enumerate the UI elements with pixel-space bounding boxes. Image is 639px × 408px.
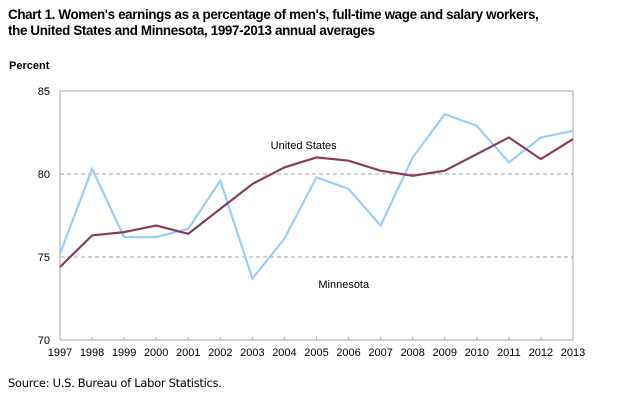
x-tick-label-2010: 2010 xyxy=(465,347,489,359)
x-tick-label-2007: 2007 xyxy=(368,347,392,359)
x-tick-label-1999: 1999 xyxy=(112,347,136,359)
x-tick-label-1998: 1998 xyxy=(80,347,104,359)
x-tick-label-2002: 2002 xyxy=(208,347,232,359)
series-lines xyxy=(58,112,574,281)
gridlines xyxy=(60,173,573,258)
series-annotations: United States Minnesota xyxy=(271,140,370,291)
x-tick-label-2008: 2008 xyxy=(400,347,424,359)
chart-title-line-2: the United States and Minnesota, 1997-20… xyxy=(8,23,375,38)
x-tick-label-2009: 2009 xyxy=(433,347,457,359)
y-tick-label-80: 80 xyxy=(38,169,50,181)
series-line-minnesota xyxy=(58,112,574,281)
axis-tick-labels: 70 75 80 85 1997 1998 1999 2000 2001 2002 2003 2004… xyxy=(38,86,585,359)
source-note: Source: U.S. Bureau of Labor Statistics. xyxy=(8,376,222,390)
y-axis-label: Percent xyxy=(9,60,50,72)
x-tick-label-2006: 2006 xyxy=(336,347,360,359)
x-tick-label-2012: 2012 xyxy=(529,347,553,359)
annotation-united-states: United States xyxy=(271,140,338,152)
series-line-united-states xyxy=(59,136,574,268)
y-tick-label-70: 70 xyxy=(38,335,50,347)
y-tick-label-75: 75 xyxy=(38,252,50,264)
y-tick-label-85: 85 xyxy=(38,86,50,98)
x-tick-label-2004: 2004 xyxy=(272,347,296,359)
annotation-minnesota: Minnesota xyxy=(318,279,370,291)
x-tick-label-2001: 2001 xyxy=(176,347,200,359)
chart-title: Chart 1. Women's earnings as a percentag… xyxy=(8,7,539,39)
x-tick-label-2000: 2000 xyxy=(144,347,168,359)
x-tick-label-2013: 2013 xyxy=(561,347,585,359)
x-tick-label-1997: 1997 xyxy=(48,347,72,359)
x-tick-label-2011: 2011 xyxy=(497,347,521,359)
axes xyxy=(59,90,574,341)
chart-title-line-1: Chart 1. Women's earnings as a percentag… xyxy=(8,7,539,22)
x-tick-label-2003: 2003 xyxy=(240,347,264,359)
x-tick-label-2005: 2005 xyxy=(304,347,328,359)
